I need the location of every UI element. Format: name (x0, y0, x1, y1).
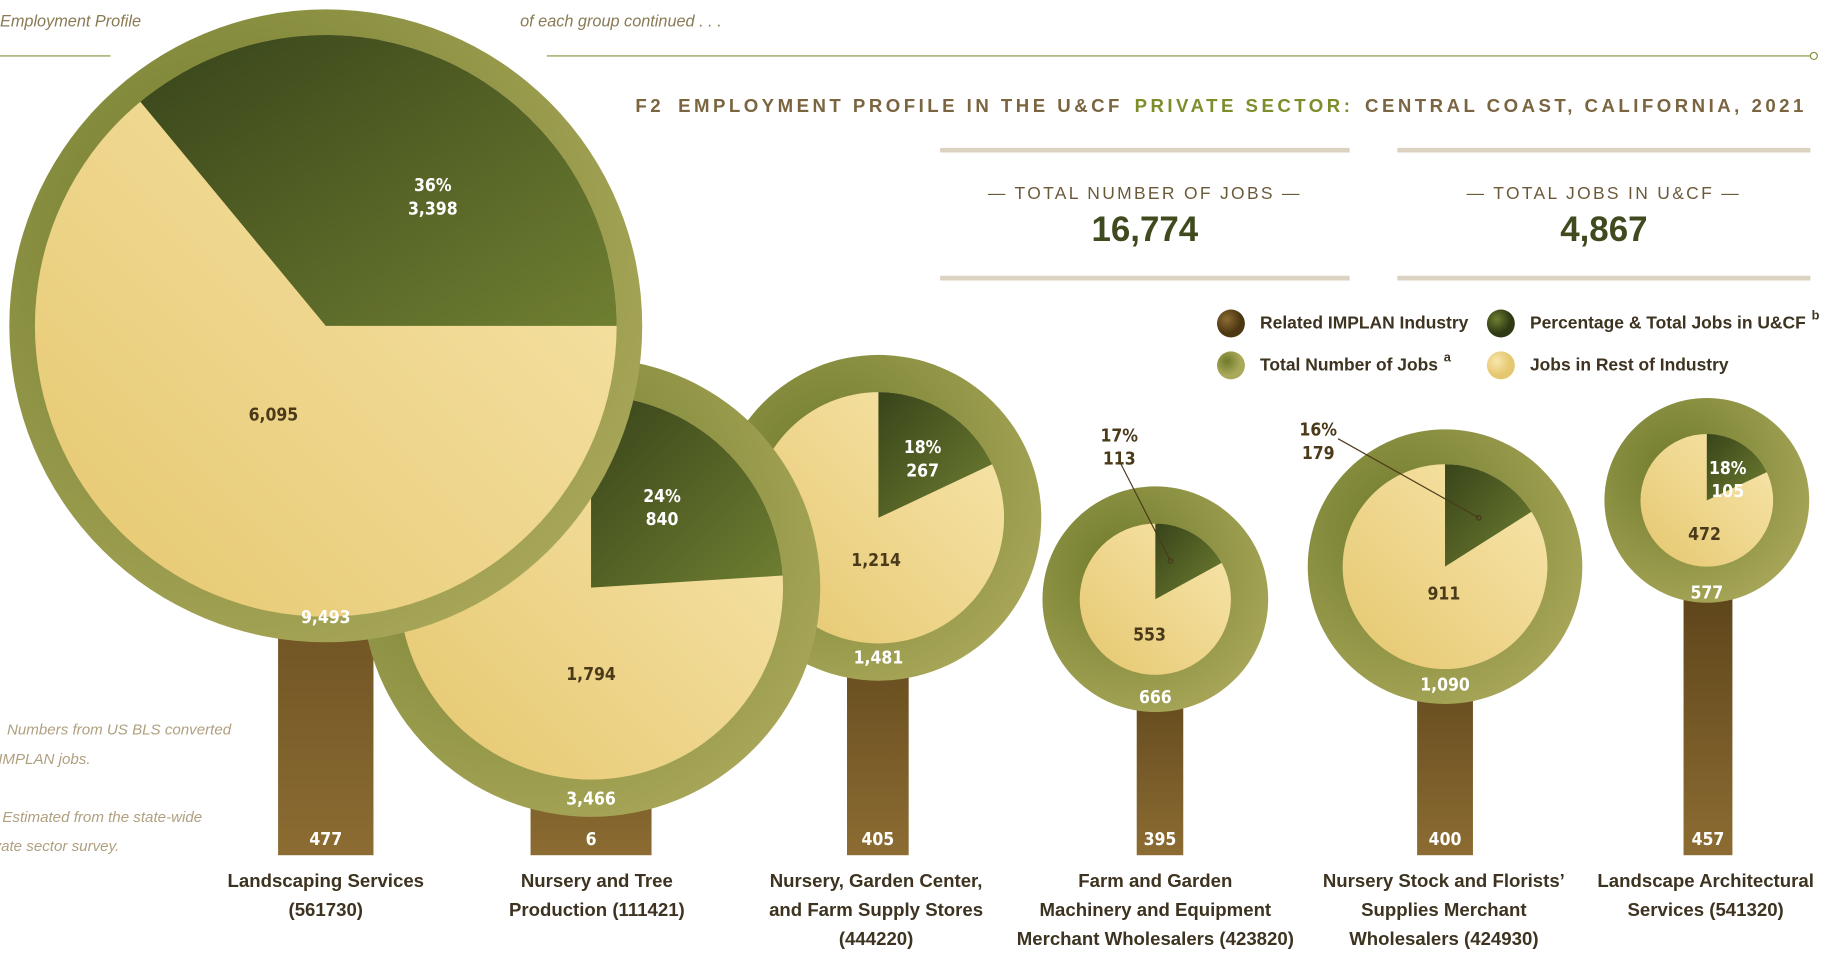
total-value-label: 3,466 (566, 789, 616, 809)
ucf-percent-label: 18% (1709, 459, 1747, 479)
footnote: Estimated from the state-wide (2, 809, 202, 826)
leader-dot (1475, 514, 1482, 521)
footnote: private sector survey. (0, 838, 119, 855)
related-value-label: 6 (586, 830, 597, 850)
ucf-percent-label: 36% (414, 176, 452, 196)
ucf-wedge (140, 34, 617, 326)
category-label: Production (111421) (509, 899, 685, 920)
category-label: Farm and Garden (1078, 870, 1232, 891)
leader-dot (1167, 557, 1174, 564)
ucf-value-label: 179 (1302, 444, 1335, 464)
legend-swatch (1486, 351, 1515, 380)
rule-end (1809, 51, 1818, 60)
footnote: Numbers from US BLS converted (7, 722, 232, 739)
stat-value: 16,774 (1091, 210, 1198, 249)
legend-superscript: b (1812, 308, 1820, 323)
ucf-percent-label: 16% (1299, 421, 1337, 441)
total-value-label: 666 (1139, 688, 1172, 708)
title-number: F2 (635, 95, 664, 116)
legend-label: Jobs in Rest of Industry (1530, 354, 1729, 374)
header-right: of each group continued . . . (520, 12, 722, 30)
legend-label: Percentage & Total Jobs in U&CF b (1530, 308, 1820, 332)
category-label: Nursery Stock and Florists’ (1323, 870, 1565, 891)
legend-name: Total Number of Jobs (1260, 354, 1438, 374)
ucf-value-label: 113 (1103, 450, 1136, 470)
total-value-label: 1,481 (854, 649, 904, 669)
category-label: Nursery, Garden Center, (770, 870, 983, 891)
rest-value-label: 553 (1133, 625, 1166, 645)
related-value-label: 477 (309, 830, 342, 850)
stat-value: 4,867 (1560, 210, 1647, 249)
ucf-percent-label: 18% (904, 438, 942, 458)
ucf-wedge (1155, 523, 1222, 600)
rest-value-label: 1,214 (851, 551, 901, 571)
ucf-wedge (1445, 464, 1532, 567)
ucf-value-label: 840 (646, 510, 679, 530)
header-left: Employment Profile (0, 12, 141, 30)
legend-superscript: a (1444, 350, 1452, 365)
total-value-label: 9,493 (301, 608, 351, 628)
footnote: to IMPLAN jobs. (0, 751, 91, 768)
category-label: Merchant Wholesalers (423820) (1017, 928, 1294, 949)
leader (1337, 438, 1480, 519)
title-highlight: PRIVATE SECTOR: (1135, 95, 1354, 116)
category-label: Wholesalers (424930) (1349, 928, 1538, 949)
ucf-value-label: 105 (1711, 482, 1744, 502)
ucf-percent-label: 24% (643, 487, 681, 507)
category-label: and Farm Supply Stores (769, 899, 983, 920)
category-label: (444220) (839, 928, 914, 949)
category-label: Landscaping Services (228, 870, 425, 891)
ucf-value-label: 267 (906, 461, 939, 481)
category-label: Machinery and Equipment (1040, 899, 1272, 920)
rest-value-label: 6,095 (249, 405, 299, 425)
legend-label: Related IMPLAN Industry (1260, 312, 1469, 332)
title-part: EMPLOYMENT PROFILE IN THE U&CF (678, 95, 1123, 116)
category-label: Landscape Architectural (1597, 870, 1814, 891)
category-label: Supplies Merchant (1361, 899, 1526, 920)
legend-swatch (1216, 309, 1245, 338)
legend-name: Jobs in Rest of Industry (1530, 354, 1729, 374)
rest-value-label: 1,794 (566, 665, 616, 685)
category-label: (561730) (289, 899, 363, 920)
title: F2 EMPLOYMENT PROFILE IN THE U&CF PRIVATE … (635, 95, 1806, 116)
leader (1118, 460, 1171, 562)
legend-label: Total Number of Jobs a (1260, 350, 1452, 374)
rest-value-label: 911 (1427, 585, 1460, 605)
ucf-value-label: 3,398 (408, 199, 458, 219)
category-label: Nursery and Tree (521, 870, 673, 891)
related-value-label: 395 (1144, 830, 1177, 850)
total-value-label: 577 (1690, 583, 1723, 603)
rest-value-label: 472 (1688, 525, 1721, 545)
related-value-label: 405 (861, 830, 894, 850)
related-value-label: 457 (1692, 830, 1725, 850)
stat-label: — TOTAL JOBS IN U&CF — (1467, 183, 1741, 203)
stat-label: — TOTAL NUMBER OF JOBS — (988, 183, 1302, 203)
ucf-wedge (878, 392, 993, 518)
title-part: CENTRAL COAST, CALIFORNIA, 2021 (1365, 95, 1807, 116)
ucf-wedge (591, 395, 783, 588)
legend-swatch (1486, 309, 1515, 338)
ucf-wedge (1706, 434, 1767, 501)
legend-swatch (1216, 351, 1245, 380)
total-value-label: 1,090 (1420, 675, 1470, 695)
legend-name: Related IMPLAN Industry (1260, 312, 1469, 332)
related-value-label: 400 (1429, 830, 1462, 850)
legend-name: Percentage & Total Jobs in U&CF (1530, 312, 1806, 332)
category-label: Services (541320) (1628, 899, 1784, 920)
ucf-percent-label: 17% (1100, 426, 1138, 446)
